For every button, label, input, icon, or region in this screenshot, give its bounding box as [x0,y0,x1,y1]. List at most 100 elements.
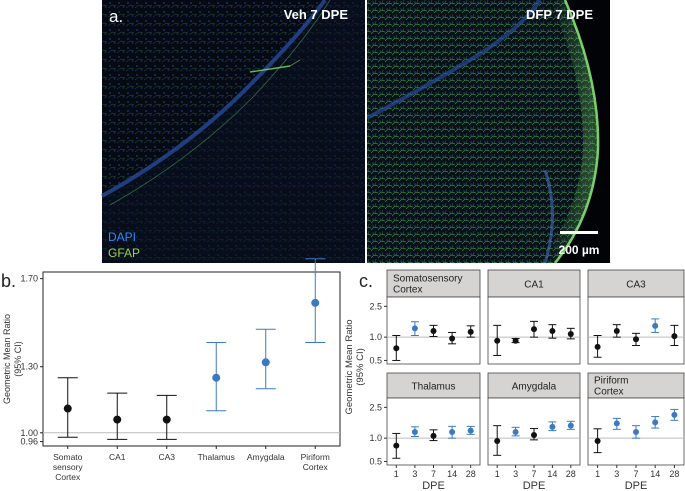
x-axis-label-c: DPE [422,480,445,491]
scale-bar [560,231,598,234]
point-c [449,335,456,342]
panel-a-label: a. [109,7,123,26]
facet-title: CA1 [524,280,544,291]
y-axis-label-b: Geometric Mean Ratio(95% CI) [2,314,23,404]
point-c [467,328,474,335]
point-b [261,358,270,367]
x-tick-label-c: 28 [566,469,576,479]
point-c [531,431,537,438]
x-tick-label-c: 7 [431,469,436,479]
x-tick-label-b: Cortex [303,462,329,472]
x-tick-label-c: 1 [495,469,500,479]
point-b [63,404,72,413]
point-c [393,442,400,449]
point-c [411,325,418,332]
x-tick-label-c: 1 [394,469,399,479]
point-b [162,415,171,424]
micrograph-veh [101,0,365,263]
veh-title: Veh 7 DPE [284,7,349,22]
x-tick-label-c: 14 [650,469,660,479]
y-tick-label-c: 1.0 [369,332,382,342]
x-axis-label-c: DPE [523,480,546,491]
x-tick-label-c: 7 [633,469,638,479]
dapi-legend: DAPI [108,230,136,244]
x-tick-label-c: 14 [447,469,457,479]
x-tick-label-b: sensory [53,462,84,472]
facet-strip [487,269,581,298]
facet-title: Somatosensory [393,274,462,285]
point-c [567,330,574,337]
point-c [512,429,519,436]
point-c [633,336,639,343]
point-c [594,343,601,350]
point-c [671,411,678,418]
y-tick-label-c: 0.5 [369,355,382,365]
point-c [567,422,574,429]
facet-title: CA3 [626,280,646,291]
point-c [633,429,639,436]
x-axis-label-c: DPE [625,480,648,491]
point-c [652,322,659,329]
y-tick-label-b: 1.70 [20,274,38,284]
y-tick-label-c: 0.5 [369,456,382,466]
point-c [613,420,620,427]
point-c [613,328,620,335]
point-b [311,298,320,307]
facet-title: Amygdala [512,382,557,393]
point-b [212,373,221,382]
x-tick-label-b: Cortex [55,472,81,482]
x-tick-label-c: 28 [669,469,679,479]
facet-title: Cortex [594,387,623,398]
panel-b-label: b. [1,271,16,291]
y-tick-label-c: 2.5 [369,301,382,311]
x-tick-label-c: 14 [547,469,557,479]
point-c [594,437,601,444]
y-tick-label-b: 1.00 [20,428,38,438]
facet-title: Piriform [594,376,628,387]
facet-panel [587,296,685,365]
point-c [411,429,418,436]
micrograph-divider [365,0,367,263]
facet-title: Cortex [393,285,422,296]
point-c [494,337,501,344]
x-tick-label-b: Thalamus [198,452,235,462]
y-tick-label-b: 0.96 [20,437,38,447]
point-c [652,419,659,426]
point-c [430,328,437,335]
plot-b-frame [42,271,341,447]
facet-strip [386,269,481,298]
facet-title: Thalamus [412,382,456,393]
y-tick-label-c: 2.5 [369,402,382,412]
point-c [531,326,537,333]
y-axis-label-c: Geometric Mean Ratio(95% CI) [344,319,366,414]
x-tick-label-b: CA3 [158,452,175,462]
x-tick-label-c: 3 [614,469,619,479]
x-tick-label-b: CA1 [109,452,126,462]
x-tick-label-c: 28 [466,469,476,479]
point-b [113,415,122,424]
gfap-legend: GFAP [108,246,140,260]
y-tick-label-c: 1.0 [369,433,382,443]
x-tick-label-c: 3 [412,469,417,479]
x-tick-label-b: Piriform [301,452,330,462]
point-c [512,337,519,344]
point-c [549,328,556,335]
point-c [494,437,501,444]
x-tick-label-b: Somato [53,452,83,462]
panel-c-label: c. [359,271,373,291]
x-tick-label-b: Amygdala [247,452,285,462]
micrograph-dfp [366,0,610,268]
point-c [430,432,437,439]
point-c [449,429,456,436]
point-c [671,333,678,340]
x-tick-label-c: 1 [595,469,600,479]
dfp-title: DFP 7 DPE [526,7,593,22]
point-c [393,345,400,352]
point-c [467,427,474,434]
scale-bar-label: 200 µm [559,243,600,257]
facet-strip [487,372,581,399]
x-tick-label-c: 3 [513,469,518,479]
